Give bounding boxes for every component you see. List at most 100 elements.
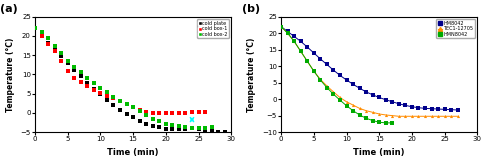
Point [356,107,364,110]
Point [284,30,292,33]
Point [382,99,390,101]
Point [136,109,143,111]
Point [64,62,71,64]
Point [70,68,78,71]
Point [454,109,462,111]
Point [284,32,292,34]
Point [201,129,209,132]
Point [356,87,364,90]
Point [116,100,124,103]
Point [208,126,215,129]
Point [277,25,285,28]
Point [408,115,416,118]
Point [297,40,305,43]
Point [57,60,65,62]
Point [37,31,45,33]
Legend: HM8042, TEC1-12705, HMN8042: HM8042, TEC1-12705, HMN8042 [436,19,475,38]
Point [97,92,104,94]
Point [362,91,370,93]
Point [428,107,435,110]
Point [77,75,85,78]
Point [31,27,39,29]
Text: (a): (a) [0,4,17,14]
Point [303,46,311,48]
Point [90,88,98,90]
Point [44,42,52,44]
Point [156,112,163,114]
Point [194,127,202,130]
Point [415,115,422,118]
Point [175,128,183,130]
Point [221,131,228,134]
Point [149,117,156,120]
Point [122,103,130,106]
Point [454,115,462,118]
Point [44,37,52,39]
Point [142,122,150,125]
Point [316,58,324,60]
Point [356,114,364,116]
Point [175,112,183,114]
Point [421,107,429,110]
Point [434,115,442,118]
Text: (b): (b) [242,4,260,14]
Point [57,55,65,57]
Point [343,79,350,81]
Point [110,104,118,106]
Point [169,112,176,114]
Point [31,27,39,29]
Point [51,44,58,47]
Point [201,127,209,130]
Point [90,89,98,91]
Point [64,60,71,62]
Point [369,94,377,96]
Point [169,124,176,127]
Point [182,127,190,130]
Point [310,70,318,72]
Point [375,96,383,99]
Point [149,112,156,114]
Point [188,127,196,130]
Point [382,114,390,116]
Point [349,109,357,112]
Point [297,50,305,53]
Point [310,52,318,54]
Point [142,110,150,113]
Point [388,100,396,103]
Point [90,82,98,84]
Point [395,115,403,118]
Point [64,69,71,72]
Point [194,128,202,130]
Point [330,69,337,71]
Point [421,115,429,118]
Point [122,112,130,115]
Point [51,50,58,53]
Point [201,111,209,114]
Point [97,87,104,89]
Point [129,106,137,108]
Point [110,95,118,98]
Point [336,99,344,101]
Point [162,122,170,125]
Point [162,112,170,114]
Y-axis label: Temperature (°C): Temperature (°C) [6,37,15,112]
Point [297,50,305,53]
Point [122,103,130,105]
Point [388,122,396,124]
Point [37,35,45,37]
Point [323,63,331,66]
Point [441,115,449,118]
Point [103,91,111,94]
Y-axis label: Temperature (°C): Temperature (°C) [247,37,257,112]
Point [343,104,350,107]
Point [277,25,285,28]
Point [57,52,65,54]
Point [162,128,170,130]
Point [44,42,52,45]
Point [37,35,45,37]
Point [103,94,111,97]
Point [316,78,324,81]
Point [323,86,331,89]
Point [284,32,292,34]
Point [428,115,435,118]
